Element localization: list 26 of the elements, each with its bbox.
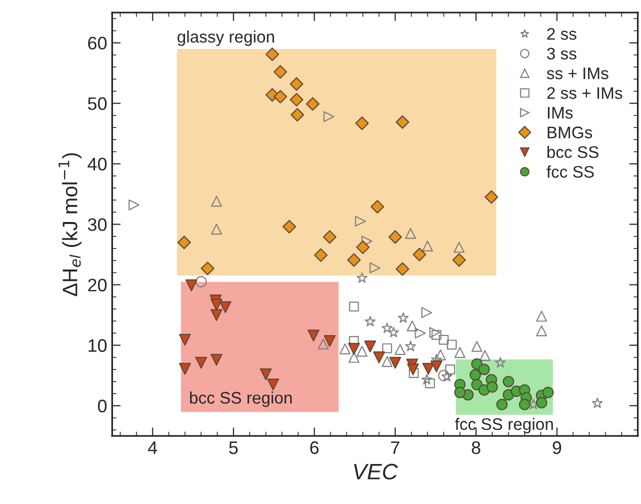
legend-label: 2 ss + IMs bbox=[547, 87, 622, 99]
y-axis-title: ΔH$_{el}$ (kJ mol$^{−1}$) bbox=[58, 153, 82, 296]
y-tick-label: 20 bbox=[88, 278, 107, 292]
legend-label: ss + IMs bbox=[546, 68, 608, 80]
x-tick-label: 4 bbox=[148, 441, 158, 454]
x-tick-label: 9 bbox=[552, 441, 562, 454]
legend-label: 3 ss bbox=[547, 48, 576, 60]
band-label: fcc SS region bbox=[455, 418, 553, 434]
band-label: bcc SS region bbox=[190, 391, 292, 407]
x-axis-title: VEC bbox=[354, 464, 398, 480]
x-tick-label: 6 bbox=[310, 441, 319, 454]
legend-label: IMs bbox=[548, 107, 573, 119]
band-label: glassy region bbox=[178, 30, 274, 46]
x-tick-label: 5 bbox=[229, 441, 238, 454]
y-tick-label: 0 bbox=[98, 400, 107, 412]
legend-label: bcc SS bbox=[547, 146, 598, 158]
legend-label: BMGs bbox=[548, 126, 592, 138]
y-tick-label: 50 bbox=[88, 97, 107, 110]
y-tick-label: 40 bbox=[88, 158, 107, 171]
legend-label: 2 ss bbox=[547, 28, 576, 40]
x-tick-label: 7 bbox=[391, 441, 400, 454]
x-tick-label: 8 bbox=[472, 441, 480, 454]
y-tick-label: 30 bbox=[88, 218, 107, 231]
y-tick-label: 10 bbox=[88, 339, 107, 352]
y-tick-label: 60 bbox=[88, 36, 107, 50]
legend-label: fcc SS bbox=[546, 166, 594, 178]
